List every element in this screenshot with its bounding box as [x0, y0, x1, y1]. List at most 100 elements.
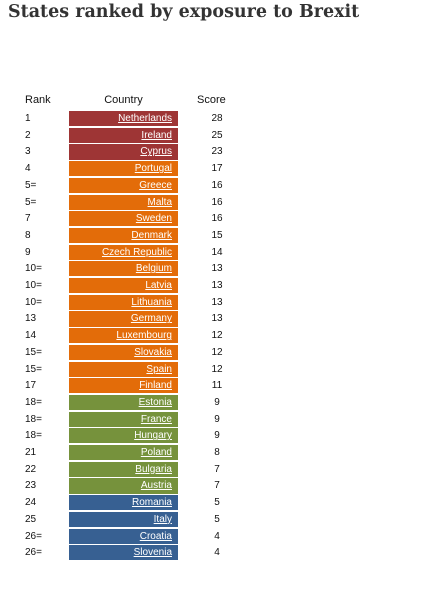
country-bar: Sweden	[69, 211, 178, 228]
country-link[interactable]: Finland	[139, 380, 172, 392]
table-row: 26= Croatia 4	[0, 528, 447, 546]
score-cell: 16	[211, 213, 223, 225]
country-link[interactable]: Lithuania	[131, 296, 172, 308]
table-row: 10= Lithuania 13	[0, 294, 447, 312]
rank-column-header: Rank	[25, 94, 51, 106]
country-bar: Ireland	[69, 127, 178, 144]
country-link[interactable]: Spain	[146, 363, 172, 375]
score-cell: 9	[214, 413, 220, 425]
country-bar: France	[69, 411, 178, 428]
country-link[interactable]: Hungary	[134, 430, 172, 442]
country-link[interactable]: Greece	[139, 179, 172, 191]
score-cell: 17	[211, 163, 223, 175]
table-row: 18= Estonia 9	[0, 394, 447, 412]
rank-cell: 26=	[25, 547, 42, 559]
rank-cell: 17	[25, 380, 37, 392]
rank-cell: 2	[25, 129, 31, 141]
score-cell: 23	[211, 146, 223, 158]
country-bar: Germany	[69, 311, 178, 328]
rank-cell: 23	[25, 480, 37, 492]
rank-cell: 22	[25, 463, 37, 475]
country-bar: Denmark	[69, 227, 178, 245]
rank-cell: 9	[25, 246, 31, 258]
rank-cell: 7	[25, 213, 31, 225]
score-cell: 12	[211, 330, 223, 342]
score-cell: 8	[214, 447, 220, 458]
table-row: 9 Czech Republic 14	[0, 244, 447, 262]
country-link[interactable]: Latvia	[145, 280, 172, 291]
country-link[interactable]: Luxembourg	[116, 330, 172, 342]
country-link[interactable]: Poland	[140, 447, 172, 458]
country-link[interactable]: Cyprus	[140, 146, 172, 158]
table-row: 23 Austria 7	[0, 478, 447, 495]
country-link[interactable]: Germany	[130, 313, 172, 325]
score-cell: 13	[211, 296, 223, 308]
table-row: 15= Slovakia 12	[0, 344, 447, 362]
rank-cell: 18=	[25, 396, 42, 408]
rank-cell: 18=	[25, 430, 42, 442]
country-link[interactable]: Austria	[140, 480, 172, 492]
country-link[interactable]: Sweden	[135, 213, 172, 225]
rank-cell: 4	[25, 163, 31, 175]
country-bar: Luxembourg	[69, 328, 178, 345]
country-link[interactable]: Denmark	[131, 229, 172, 241]
country-link[interactable]: Romania	[131, 497, 172, 509]
country-bar: Portugal	[69, 161, 178, 178]
score-cell: 11	[211, 380, 223, 392]
country-link[interactable]: Croatia	[139, 530, 172, 542]
country-bar: Greece	[69, 177, 178, 194]
country-link[interactable]: Ireland	[141, 129, 172, 141]
country-bar: Spain	[69, 361, 178, 378]
country-link[interactable]: Czech Republic	[101, 246, 172, 258]
score-cell: 16	[211, 179, 223, 191]
country-bar: Poland	[69, 445, 178, 462]
country-link[interactable]: Portugal	[134, 163, 172, 175]
country-link[interactable]: France	[140, 413, 172, 425]
country-bar: Lithuania	[69, 294, 178, 311]
rank-cell: 5=	[25, 179, 37, 191]
country-link[interactable]: Slovenia	[133, 547, 172, 559]
country-bar: Latvia	[69, 278, 178, 295]
country-bar: Romania	[69, 495, 178, 512]
score-cell: 12	[211, 346, 223, 358]
table-row: 5= Malta 16	[0, 194, 447, 212]
country-link[interactable]: Malta	[147, 196, 172, 208]
country-link[interactable]: Italy	[153, 513, 172, 525]
country-link[interactable]: Netherlands	[118, 113, 172, 124]
score-cell: 13	[211, 313, 223, 325]
score-cell: 9	[214, 396, 220, 408]
table-row: 1 Netherlands 28	[0, 111, 447, 128]
rank-cell: 18=	[25, 413, 42, 425]
rank-cell: 25	[25, 513, 37, 525]
score-cell: 9	[214, 430, 220, 442]
score-cell: 4	[214, 547, 220, 559]
table-row: 25 Italy 5	[0, 511, 447, 529]
country-bar: Netherlands	[69, 111, 178, 128]
rank-cell: 15=	[25, 363, 42, 375]
country-bar: Malta	[69, 194, 178, 211]
rank-cell: 10=	[25, 280, 42, 291]
country-column-header: Country	[104, 94, 143, 106]
country-link[interactable]: Estonia	[138, 396, 172, 408]
rank-cell: 10=	[25, 296, 42, 308]
country-link[interactable]: Slovakia	[134, 346, 172, 358]
country-bar: Italy	[69, 511, 178, 528]
table-row: 18= Hungary 9	[0, 428, 447, 445]
country-link[interactable]: Bulgaria	[135, 463, 172, 475]
rank-cell: 15=	[25, 346, 42, 358]
table-row: 17 Finland 11	[0, 378, 447, 395]
country-bar: Slovakia	[69, 344, 178, 361]
score-cell: 14	[211, 246, 223, 258]
country-link[interactable]: Belgium	[135, 263, 172, 275]
table-row: 4 Portugal 17	[0, 161, 447, 178]
score-cell: 25	[211, 129, 223, 141]
table-row: 2 Ireland 25	[0, 127, 447, 145]
table-row: 18= France 9	[0, 411, 447, 429]
rank-cell: 26=	[25, 530, 42, 542]
score-cell: 4	[214, 530, 220, 542]
rank-cell: 1	[25, 113, 31, 124]
rank-cell: 10=	[25, 263, 42, 275]
country-bar: Finland	[69, 378, 178, 395]
country-bar: Belgium	[69, 261, 178, 278]
table-row: 21 Poland 8	[0, 445, 447, 462]
